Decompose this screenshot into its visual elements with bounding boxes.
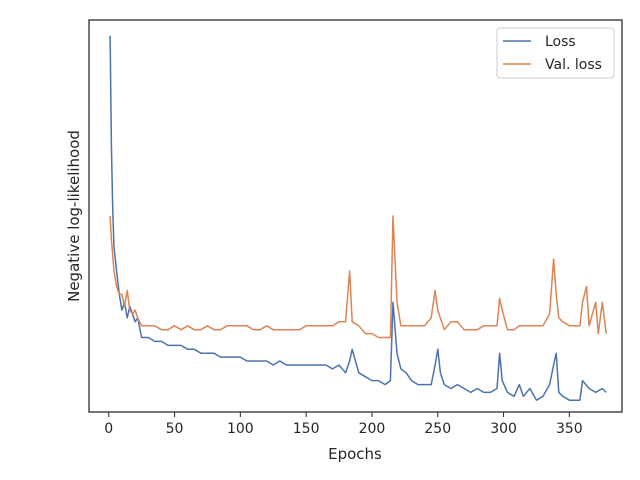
legend-label-1: Val. loss — [545, 57, 602, 73]
x-axis-ticks: 0 50 100 150 200 250 300 350 — [104, 412, 583, 437]
x-axis-label: Epochs — [328, 445, 382, 463]
x-tick-label-6: 300 — [490, 421, 517, 437]
x-tick-label-4: 200 — [359, 421, 386, 437]
x-tick-label-7: 350 — [556, 421, 583, 437]
x-tick-label-0: 0 — [104, 421, 113, 437]
plot-frame — [88, 19, 623, 413]
y-axis-label: Negative log-likelihood — [65, 130, 83, 302]
x-tick-label-2: 100 — [227, 421, 254, 437]
legend: Loss Val. loss — [496, 27, 615, 79]
series-lines — [109, 35, 607, 401]
x-tick-label-3: 150 — [293, 421, 320, 437]
series-line-1 — [109, 215, 607, 339]
x-tick-label-1: 50 — [166, 421, 184, 437]
legend-label-0: Loss — [545, 34, 576, 50]
x-tick-label-5: 250 — [424, 421, 451, 437]
series-line-0 — [109, 35, 607, 401]
